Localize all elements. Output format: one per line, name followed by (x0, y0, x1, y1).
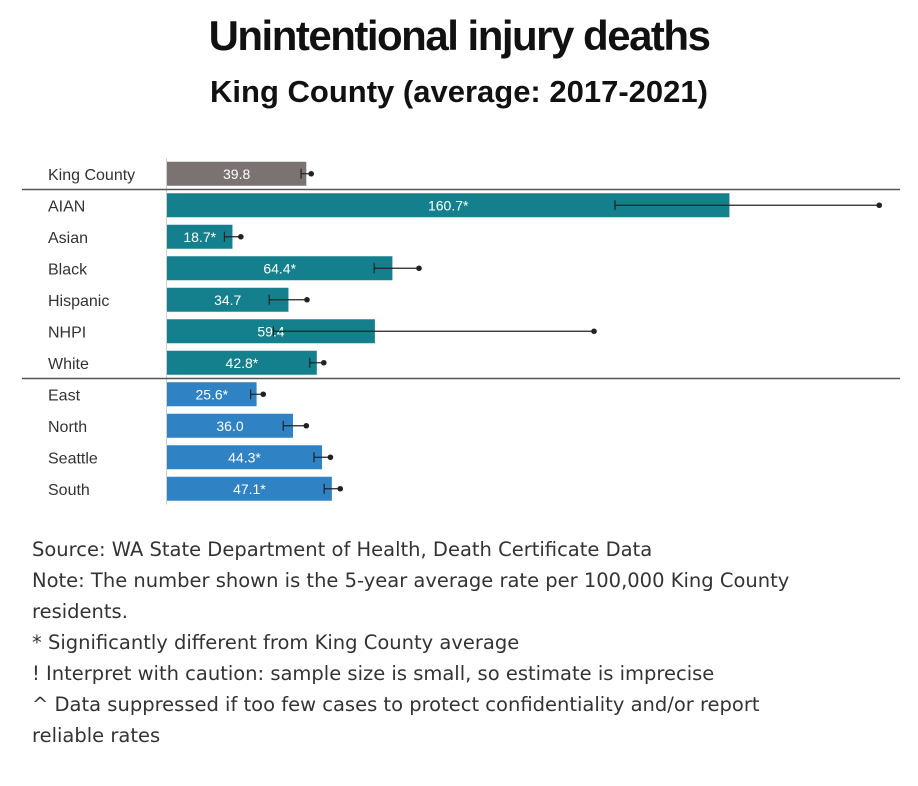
category-label-nhpi: NHPI (48, 324, 86, 341)
source-note: Source: WA State Department of Health, D… (32, 538, 653, 561)
bar-king-county (167, 161, 307, 186)
category-label-seattle: Seattle (48, 450, 98, 467)
error-dot-high-nhpi (591, 328, 597, 335)
error-dot-high-seattle (327, 454, 334, 461)
error-dot-high-hispanic (304, 296, 310, 303)
bar-seattle (167, 445, 323, 470)
error-dot-high-king-county (308, 170, 315, 177)
error-dot-high-south (337, 485, 344, 492)
chart-title: Unintentional injury deaths (208, 12, 711, 59)
value-label-black: 64.4* (263, 260, 296, 276)
error-dot-high-east (260, 391, 267, 398)
bar-north (167, 413, 293, 438)
category-label-white: White (48, 356, 89, 373)
value-label-seattle: 44.3* (228, 449, 261, 465)
value-label-hispanic: 34.7 (214, 292, 241, 308)
footnotes: Source: WA State Department of Health, D… (32, 534, 892, 751)
suppression-note-continued: reliable rates (32, 724, 161, 747)
value-label-king-county: 39.8 (223, 166, 250, 182)
bar-hispanic (167, 287, 289, 312)
category-label-hispanic: Hispanic (48, 293, 109, 310)
suppression-note: ^ Data suppressed if too few cases to pr… (32, 693, 760, 716)
rate-note: Note: The number shown is the 5-year ave… (32, 569, 790, 592)
category-label-asian: Asian (48, 230, 88, 247)
category-label-aian: AIAN (48, 198, 85, 215)
category-label-north: North (48, 419, 87, 436)
category-label-king-county: King County (48, 167, 135, 184)
value-label-aian: 160.7* (428, 197, 469, 213)
bar-east (167, 382, 257, 407)
value-label-nhpi: 59.4 (257, 323, 284, 339)
rate-note-continued: residents. (32, 600, 128, 623)
error-dot-high-asian (238, 233, 244, 240)
value-label-east: 25.6* (195, 386, 228, 402)
category-label-south: South (48, 482, 90, 499)
caution-note: ! Interpret with caution: sample size is… (32, 662, 715, 685)
significance-note: * Significantly different from King Coun… (32, 631, 520, 654)
bar-asian (167, 224, 233, 249)
value-label-north: 36.0 (216, 418, 243, 434)
error-dot-high-north (303, 422, 310, 429)
value-label-white: 42.8* (226, 355, 259, 371)
category-label-east: East (48, 387, 81, 404)
error-dot-high-aian (876, 202, 883, 209)
bar-south (167, 476, 332, 501)
bar-black (167, 256, 393, 281)
bar-white (167, 350, 317, 375)
category-label-black: Black (48, 261, 88, 278)
error-dot-high-black (416, 265, 422, 272)
bar-chart: King County 39.8 AIAN 160.7* Asian 18.7* Black… (22, 158, 900, 505)
value-label-south: 47.1* (233, 481, 266, 497)
chart-subtitle: King County (average: 2017-2021) (210, 74, 708, 109)
error-dot-high-white (321, 359, 327, 366)
value-label-asian: 18.7* (183, 229, 216, 245)
